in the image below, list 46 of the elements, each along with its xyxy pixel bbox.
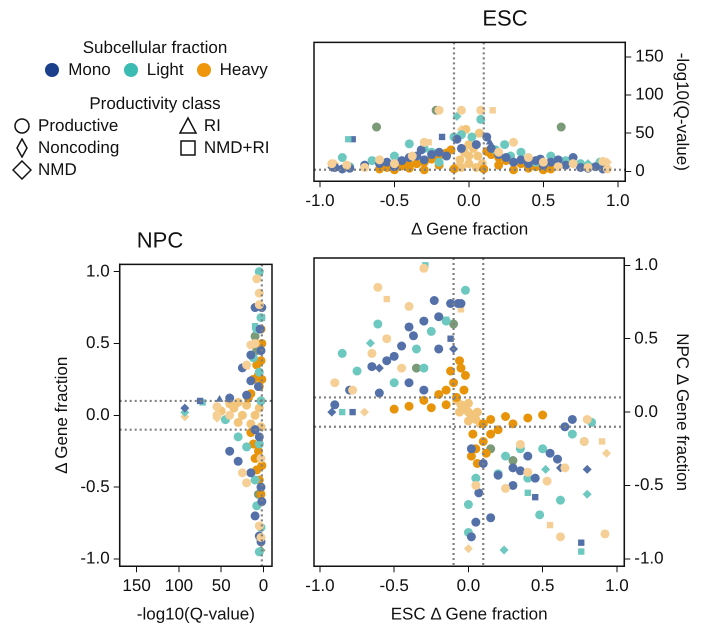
y2-tick-label: -0.5 [634, 475, 664, 494]
y2-tick-label: 50 [635, 122, 654, 142]
y-tick-label: 0.0 [86, 404, 110, 424]
category-label: Mono [68, 60, 111, 80]
x-tick-label: 0.5 [530, 576, 554, 596]
text: Productive [38, 116, 118, 136]
x-tick-label: 1.0 [606, 191, 630, 210]
category-label: Light [146, 60, 184, 80]
x-tick-label: 0 [258, 576, 268, 596]
y2-tick-label: 100 [635, 84, 664, 104]
chart-title: NPC [136, 227, 184, 252]
text: NMD+RI [204, 138, 270, 158]
text: Noncoding [38, 138, 120, 158]
y-tick-label: 0.5 [86, 333, 110, 352]
category-label: Heavy [220, 60, 268, 80]
text: RI [204, 116, 221, 136]
text: Productivity class [88, 94, 222, 114]
y2-tick-label: 1.0 [634, 255, 658, 274]
legend-title: Subcellular fraction [82, 38, 228, 58]
x-axis-title: Δ Gene fraction [411, 219, 528, 238]
x-tick-label: 150 [122, 576, 151, 596]
y-tick-label: -1.0 [80, 548, 110, 568]
y2-axis-title: -log10(Q-value) [673, 52, 692, 171]
y-axis-title: Δ Gene fraction [52, 356, 71, 474]
x-tick-label: 50 [212, 576, 231, 596]
y-tick-label: -0.5 [80, 476, 110, 496]
y2-tick-label: 0.5 [634, 328, 658, 348]
y2-tick-label: 0.0 [634, 402, 658, 421]
x-tick-label: -1.0 [305, 576, 335, 596]
y2-tick-label: 0 [635, 160, 645, 180]
x-tick-label: 0.0 [456, 576, 480, 596]
x-axis-title: -log10(Q-value) [136, 604, 255, 624]
x-tick-label: -1.0 [305, 191, 335, 210]
y2-axis-title: NPC Δ Gene fraction [673, 333, 692, 492]
y2-tick-label: 150 [635, 46, 664, 66]
y-tick-label: 1.0 [86, 261, 110, 280]
x-tick-label: -0.5 [380, 576, 409, 596]
chart-title: ESC [482, 5, 528, 30]
text: NMD [38, 160, 77, 180]
x-tick-label: 1.0 [605, 576, 629, 596]
x-tick-label: 100 [164, 576, 194, 596]
x-axis-title: ESC Δ Gene fraction [390, 604, 548, 624]
x-tick-label: 0.5 [532, 191, 556, 210]
x-tick-label: -0.5 [380, 191, 410, 210]
x-tick-label: 0.0 [457, 191, 481, 210]
y2-tick-label: -1.0 [634, 548, 664, 568]
